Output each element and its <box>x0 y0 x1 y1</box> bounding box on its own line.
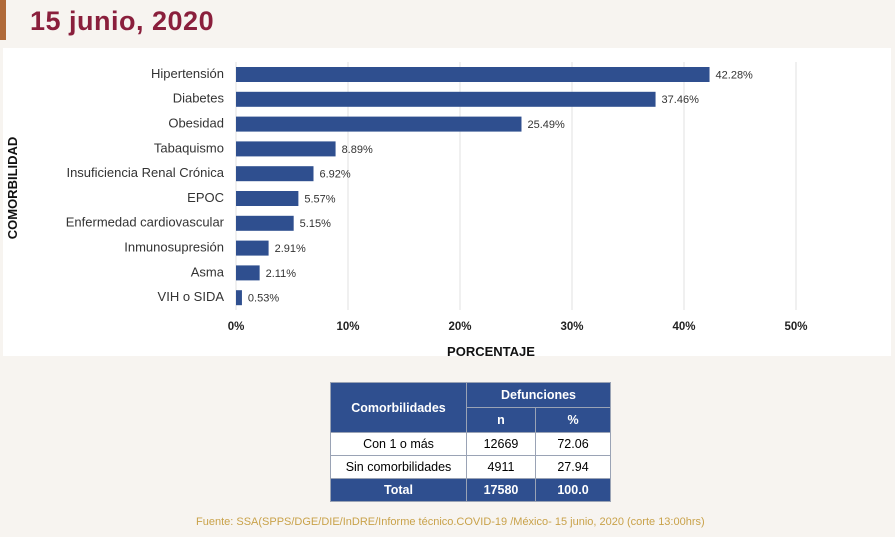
value-label: 5.57% <box>304 193 335 205</box>
category-label: Tabaquismo <box>154 140 224 155</box>
value-label: 37.46% <box>662 94 700 106</box>
value-label: 2.91% <box>275 243 306 255</box>
category-label: Asma <box>191 264 225 279</box>
value-label: 25.49% <box>527 119 565 131</box>
x-tick-label: 20% <box>448 321 471 333</box>
x-axis-title: PORCENTAJE <box>447 344 535 356</box>
source-note: Fuente: SSA(SPPS/DGE/DIE/InDRE/Informe t… <box>196 516 705 528</box>
table-row: Sin comorbilidades 4911 27.94 <box>330 455 611 479</box>
category-label: Enfermedad cardiovascular <box>66 215 225 230</box>
table-row: Con 1 o más 12669 72.06 <box>330 432 611 456</box>
category-label: Obesidad <box>168 116 224 131</box>
bar <box>236 116 522 132</box>
bar <box>236 91 656 107</box>
title-accent-bar <box>0 0 6 40</box>
category-label: EPOC <box>187 190 224 205</box>
category-label: Hipertensión <box>151 66 224 81</box>
total-n: 17580 <box>466 478 536 502</box>
y-axis-title: COMORBILIDAD <box>5 137 20 240</box>
category-label: Insuficiencia Renal Crónica <box>66 165 224 180</box>
bar <box>236 265 260 281</box>
x-tick-label: 50% <box>784 321 807 333</box>
x-tick-label: 10% <box>336 321 359 333</box>
row-pct: 72.06 <box>535 432 611 456</box>
total-label: Total <box>330 478 467 502</box>
value-label: 8.89% <box>342 144 373 156</box>
x-tick-label: 40% <box>672 321 695 333</box>
deaths-table: Comorbilidades Defunciones n % Con 1 o m… <box>330 382 611 502</box>
value-label: 6.92% <box>320 169 351 181</box>
row-n: 12669 <box>466 432 536 456</box>
value-label: 5.15% <box>300 218 331 230</box>
page-title: 15 junio, 2020 <box>30 6 215 36</box>
table-total-row: Total 17580 100.0 <box>330 478 611 502</box>
table-header-pct: % <box>535 407 611 433</box>
bar <box>236 67 710 82</box>
row-label: Sin comorbilidades <box>330 455 467 479</box>
bar <box>236 191 299 206</box>
value-label: 42.28% <box>716 69 754 81</box>
row-n: 4911 <box>466 455 536 479</box>
comorbidity-bar-chart: 0% 10% 20% 30% 40% 50% Hipertensión 42.28% Diabe… <box>5 62 808 356</box>
table-header-comorbidities: Comorbilidades <box>330 382 467 433</box>
table-header-n: n <box>466 407 536 433</box>
value-label: 0.53% <box>248 293 279 305</box>
row-label: Con 1 o más <box>330 432 467 456</box>
row-pct: 27.94 <box>535 455 611 479</box>
x-tick-label: 30% <box>560 321 583 333</box>
category-label: Inmunosupresión <box>124 240 224 255</box>
chart-panel: 0% 10% 20% 30% 40% 50% Hipertensión 42.28% Diabe… <box>3 48 891 356</box>
total-pct: 100.0 <box>535 478 611 502</box>
table-header-deaths: Defunciones <box>466 382 611 408</box>
bar <box>236 166 314 182</box>
value-label: 2.11% <box>266 268 297 280</box>
x-tick-label: 0% <box>228 321 245 333</box>
bar <box>236 215 294 231</box>
bar <box>236 141 336 157</box>
bar <box>236 290 242 306</box>
category-label: Diabetes <box>173 91 225 106</box>
bar <box>236 240 269 256</box>
category-label: VIH o SIDA <box>158 289 225 304</box>
